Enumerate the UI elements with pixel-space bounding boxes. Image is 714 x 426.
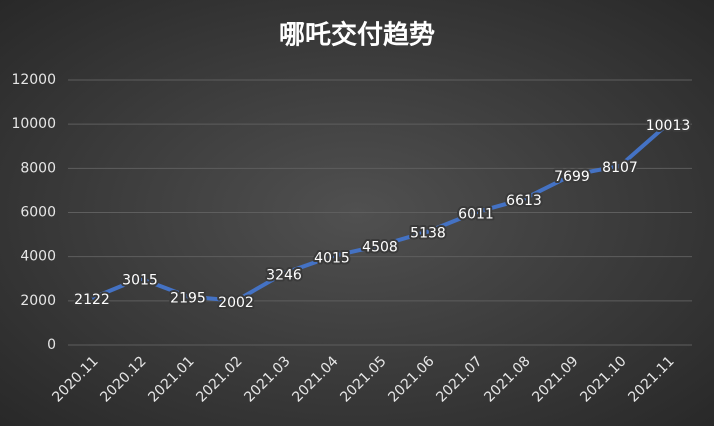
data-label: 2122 xyxy=(74,292,110,308)
chart-title: 哪吒交付趋势 xyxy=(279,20,435,51)
y-tick-label: 6000 xyxy=(20,205,56,221)
y-tick-label: 12000 xyxy=(11,72,56,88)
y-tick-label: 2000 xyxy=(20,293,56,309)
data-label: 8107 xyxy=(602,160,638,176)
y-tick-label: 0 xyxy=(47,337,56,353)
data-label: 4508 xyxy=(362,239,398,255)
data-label: 5138 xyxy=(410,226,446,242)
data-label: 7699 xyxy=(554,169,590,185)
data-label: 2002 xyxy=(218,295,254,311)
line xyxy=(91,122,670,303)
data-label: 4015 xyxy=(314,250,350,266)
data-label: 2195 xyxy=(170,291,206,307)
data-label: 6613 xyxy=(506,193,542,209)
y-tick-label: 10000 xyxy=(11,116,56,132)
data-label: 3246 xyxy=(266,267,302,283)
data-label: 10013 xyxy=(646,118,691,134)
y-tick-label: 4000 xyxy=(20,249,56,265)
y-tick-label: 8000 xyxy=(20,160,56,176)
data-label: 3015 xyxy=(122,272,158,288)
data-label: 6011 xyxy=(458,206,494,222)
